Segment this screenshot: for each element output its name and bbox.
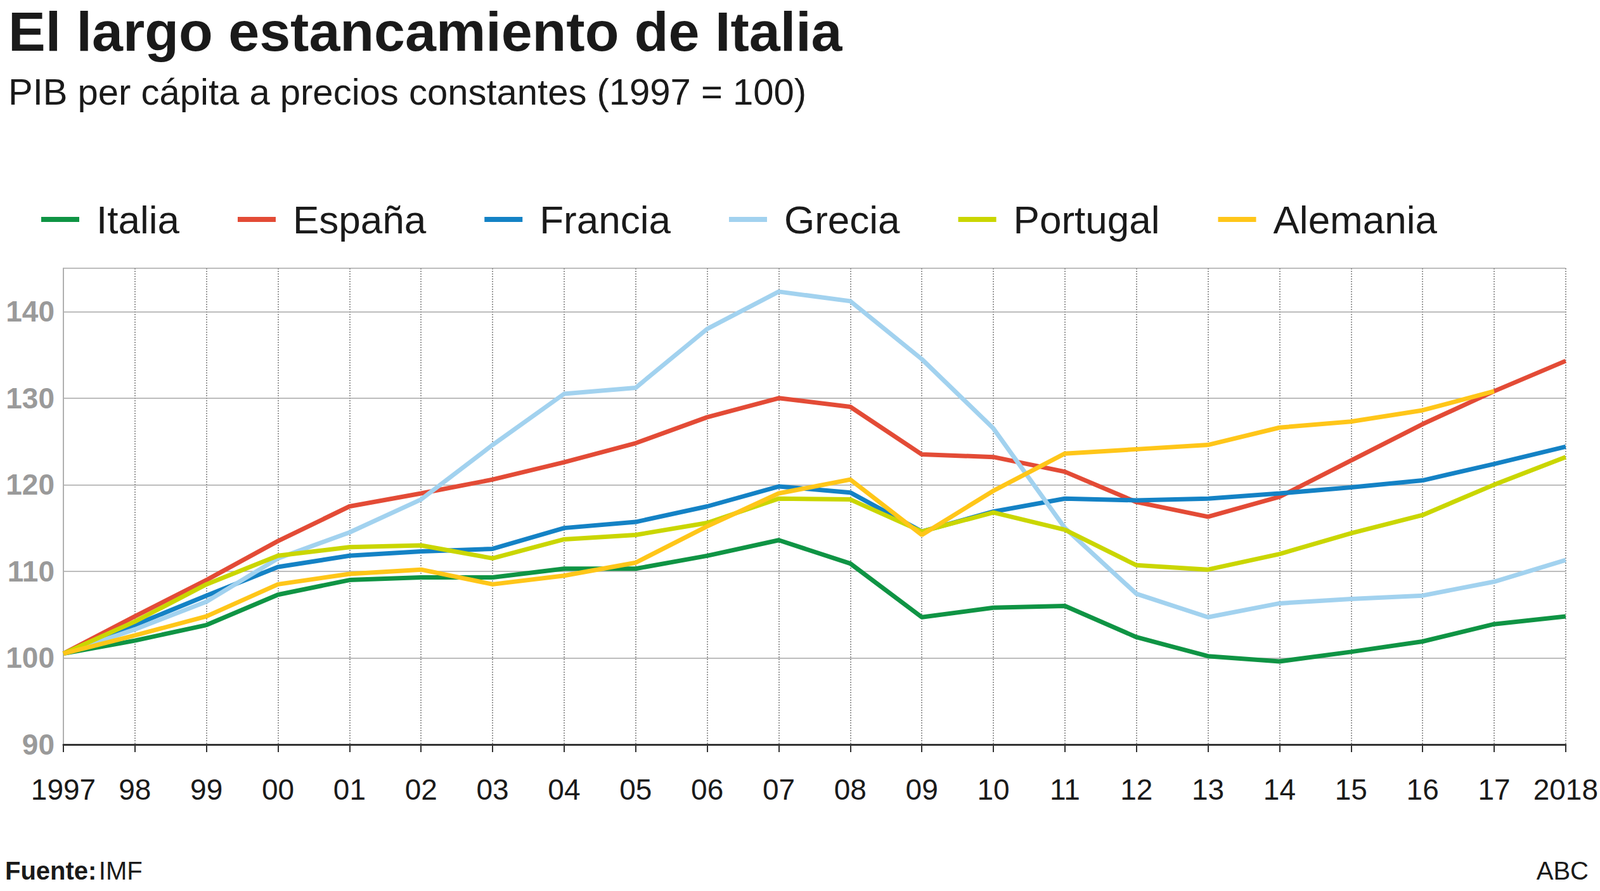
svg-text:90: 90 xyxy=(22,727,55,761)
svg-text:08: 08 xyxy=(834,772,867,806)
svg-text:2018: 2018 xyxy=(1533,772,1599,806)
svg-text:07: 07 xyxy=(762,772,795,806)
svg-text:1997: 1997 xyxy=(31,772,96,806)
svg-text:03: 03 xyxy=(476,772,510,806)
svg-text:Alemania: Alemania xyxy=(1273,197,1438,242)
svg-text:06: 06 xyxy=(690,772,724,806)
svg-text:España: España xyxy=(292,197,427,242)
svg-text:14: 14 xyxy=(1263,772,1296,806)
svg-text:05: 05 xyxy=(619,772,652,806)
svg-text:13: 13 xyxy=(1191,772,1225,806)
svg-text:98: 98 xyxy=(118,772,151,806)
svg-text:12: 12 xyxy=(1120,772,1153,806)
svg-text:Francia: Francia xyxy=(539,197,671,242)
svg-text:130: 130 xyxy=(5,381,55,415)
svg-text:09: 09 xyxy=(905,772,939,806)
svg-text:PIB per cápita a precios const: PIB per cápita a precios constantes (199… xyxy=(8,70,807,113)
svg-text:01: 01 xyxy=(333,772,366,806)
svg-text:Grecia: Grecia xyxy=(784,197,901,242)
svg-text:00: 00 xyxy=(261,772,295,806)
svg-text:16: 16 xyxy=(1406,772,1439,806)
svg-text:15: 15 xyxy=(1335,772,1368,806)
svg-text:04: 04 xyxy=(547,772,581,806)
svg-text:Portugal: Portugal xyxy=(1013,197,1161,242)
svg-text:11: 11 xyxy=(1049,772,1081,806)
svg-text:99: 99 xyxy=(190,772,223,806)
svg-text:IMF: IMF xyxy=(98,856,143,885)
svg-text:02: 02 xyxy=(405,772,438,806)
svg-text:ABC: ABC xyxy=(1536,856,1589,885)
svg-text:140: 140 xyxy=(5,294,55,328)
svg-text:10: 10 xyxy=(976,772,1010,806)
svg-text:120: 120 xyxy=(5,467,55,501)
svg-text:El largo estancamiento de Ital: El largo estancamiento de Italia xyxy=(8,0,844,63)
svg-text:Fuente:: Fuente: xyxy=(5,856,97,885)
svg-text:110: 110 xyxy=(7,554,55,588)
svg-text:100: 100 xyxy=(5,640,55,674)
svg-text:17: 17 xyxy=(1477,772,1510,806)
svg-text:Italia: Italia xyxy=(96,197,180,242)
